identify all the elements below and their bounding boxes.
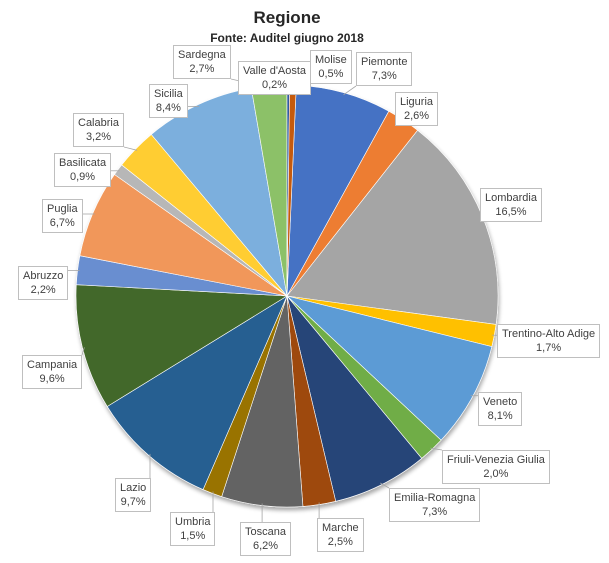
data-label-name: Sicilia [154,88,183,100]
data-label-sicilia: Sicilia 8,4% [149,84,188,118]
data-label-name: Liguria [400,96,434,108]
data-label-name: Abruzzo [23,270,64,282]
data-label-name: Campania [27,359,78,371]
data-label-calabria: Calabria 3,2% [73,113,124,147]
data-label-liguria: Liguria 2,6% [395,92,439,126]
data-label-value: 8,4% [155,102,181,114]
data-label-toscana: Toscana 6,2% [240,522,291,556]
data-label-lombardia: Lombardia 16,5% [480,188,542,222]
data-label-name: Valle d'Aosta [243,65,307,77]
data-label-name: Puglia [47,203,78,215]
leader-line [430,447,443,451]
chart-title: Regione [253,8,321,27]
chart-subtitle: Fonte: Auditel giugno 2018 [210,31,364,45]
data-label-name: Umbria [175,516,211,528]
data-label-abruzzo: Abruzzo 2,2% [18,266,69,300]
data-label-name: Sardegna [178,49,226,61]
data-label-value: 3,2% [85,131,112,143]
data-label-value: 2,2% [30,284,56,296]
pie-slice-emilia-romagna [286,295,423,502]
data-label-emilia-romagna: Emilia-Romagna 7,3% [389,488,481,522]
data-label-value: 16,5% [495,206,527,218]
pie-slice-lazio [106,295,288,490]
data-label-umbria: Umbria 1,5% [170,512,216,546]
data-label-value: 9,7% [120,496,146,508]
data-label-campania: Campania 9,6% [22,355,83,389]
data-label-trentino-alto-adige: Trentino-Alto Adige 1,7% [497,324,601,358]
data-label-valle-d-aosta: Valle d'Aosta 0,2% [238,61,312,95]
data-label-name: Emilia-Romagna [394,492,476,504]
data-label-name: Lombardia [485,192,537,204]
data-label-basilicata: Basilicata 0,9% [54,153,112,187]
data-label-value: 0,9% [70,171,96,183]
data-label-value: 2,6% [403,110,430,122]
data-label-value: 6,2% [252,540,279,552]
data-label-value: 2,0% [483,468,509,480]
data-label-puglia: Puglia 6,7% [42,199,83,233]
data-label-value: 2,7% [189,63,215,75]
data-label-name: Calabria [78,117,119,129]
data-label-value: 0,2% [261,79,288,91]
data-label-piemonte: Piemonte 7,3% [356,52,413,86]
data-label-value: 6,7% [49,217,75,229]
leader-line [343,85,357,96]
data-label-name: Friuli-Venezia Giulia [447,454,545,466]
data-label-sardegna: Sardegna 2,7% [173,45,231,79]
data-label-friuli-venezia-giulia: Friuli-Venezia Giulia 2,0% [442,450,550,484]
data-label-value: 1,5% [180,530,206,542]
data-label-value: 1,7% [536,342,562,354]
data-label-name: Lazio [120,482,147,494]
data-label-value: 8,1% [487,410,513,422]
pie-slice-campania [75,284,288,407]
data-label-veneto: Veneto 8,1% [478,392,523,426]
pie-slice-veneto [285,295,493,441]
data-label-name: Toscana [245,526,286,538]
data-label-value: 2,5% [327,536,353,548]
data-label-name: Marche [322,522,359,534]
data-label-name: Basilicata [59,157,107,169]
data-label-name: Veneto [483,396,518,408]
data-label-value: 0,5% [318,68,344,80]
leader-line [380,482,390,489]
data-label-value: 9,6% [39,373,65,385]
data-label-marche: Marche 2,5% [317,518,364,552]
data-label-name: Trentino-Alto Adige [502,328,596,340]
data-label-lazio: Lazio 9,7% [115,478,152,512]
data-label-value: 7,3% [422,506,448,518]
data-label-name: Piemonte [361,56,408,68]
data-label-molise: Molise 0,5% [310,50,352,84]
leader-line [81,347,85,356]
data-label-value: 7,3% [371,70,397,82]
leader-line [123,146,138,151]
data-label-name: Molise [315,54,347,66]
